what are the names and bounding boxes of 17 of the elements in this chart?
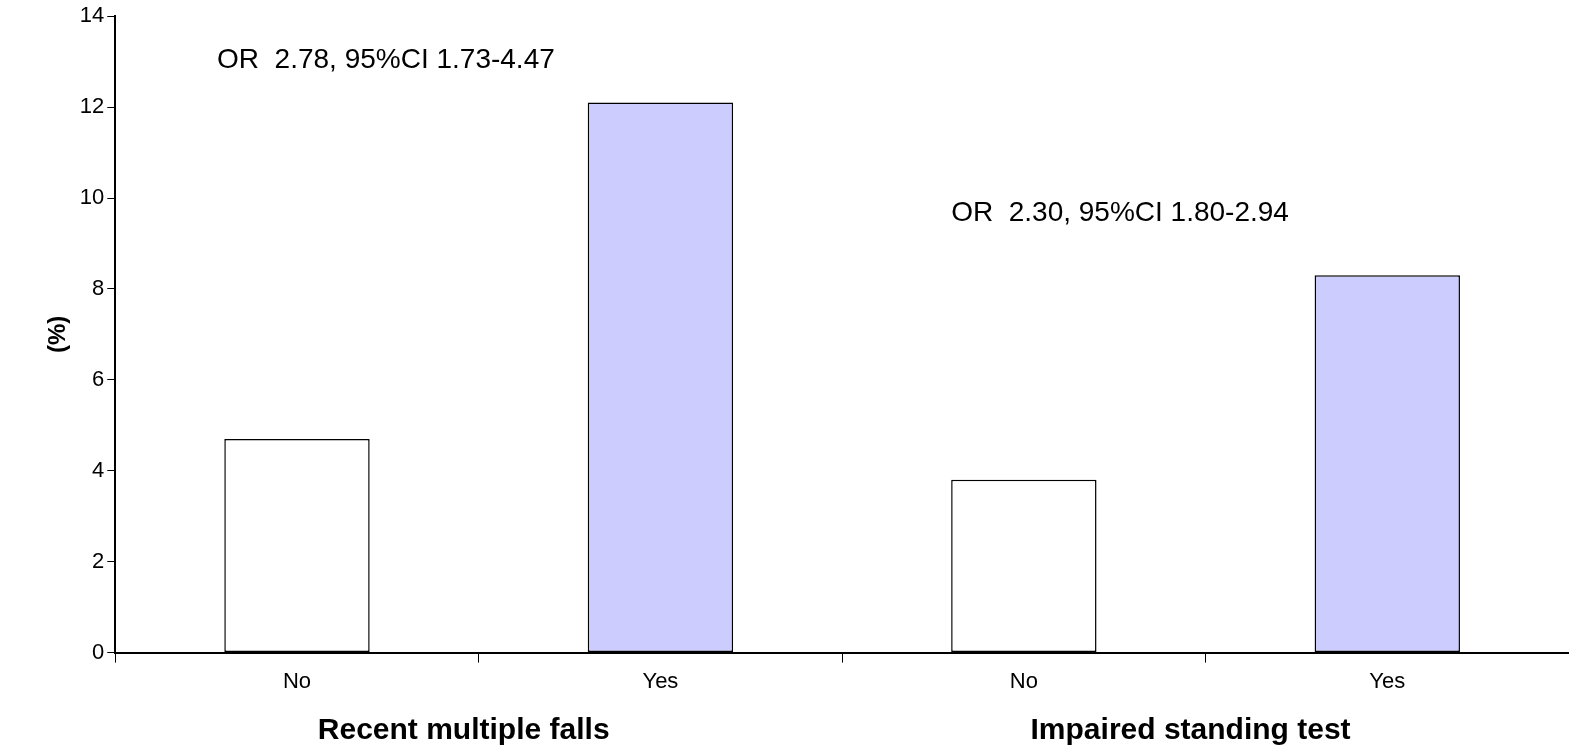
- x-tick-label: Yes: [1369, 667, 1406, 693]
- text: Recent multiple falls: [317, 712, 610, 746]
- x-tick-label: No: [282, 667, 312, 693]
- x-tick-label: Yes: [642, 667, 679, 693]
- x-tick-label: No: [1009, 667, 1038, 693]
- y-tick-label: 10: [79, 184, 105, 210]
- y-axis-title: (%): [43, 315, 71, 354]
- annotation: OR 2.78, 95%CI 1.73-4.47: [217, 43, 555, 75]
- y-tick-label: 4: [92, 456, 105, 482]
- y-tick-label: 6: [92, 365, 105, 391]
- annotation: OR 2.30, 95%CI 1.80-2.94: [951, 196, 1289, 228]
- text: Impaired standing test: [1030, 712, 1351, 746]
- y-tick-label: 14: [79, 2, 105, 28]
- y-tick-label: 12: [79, 93, 105, 119]
- y-tick-label: 8: [92, 275, 105, 301]
- y-tick-label: 2: [92, 547, 105, 573]
- y-tick-label: 0: [92, 638, 105, 664]
